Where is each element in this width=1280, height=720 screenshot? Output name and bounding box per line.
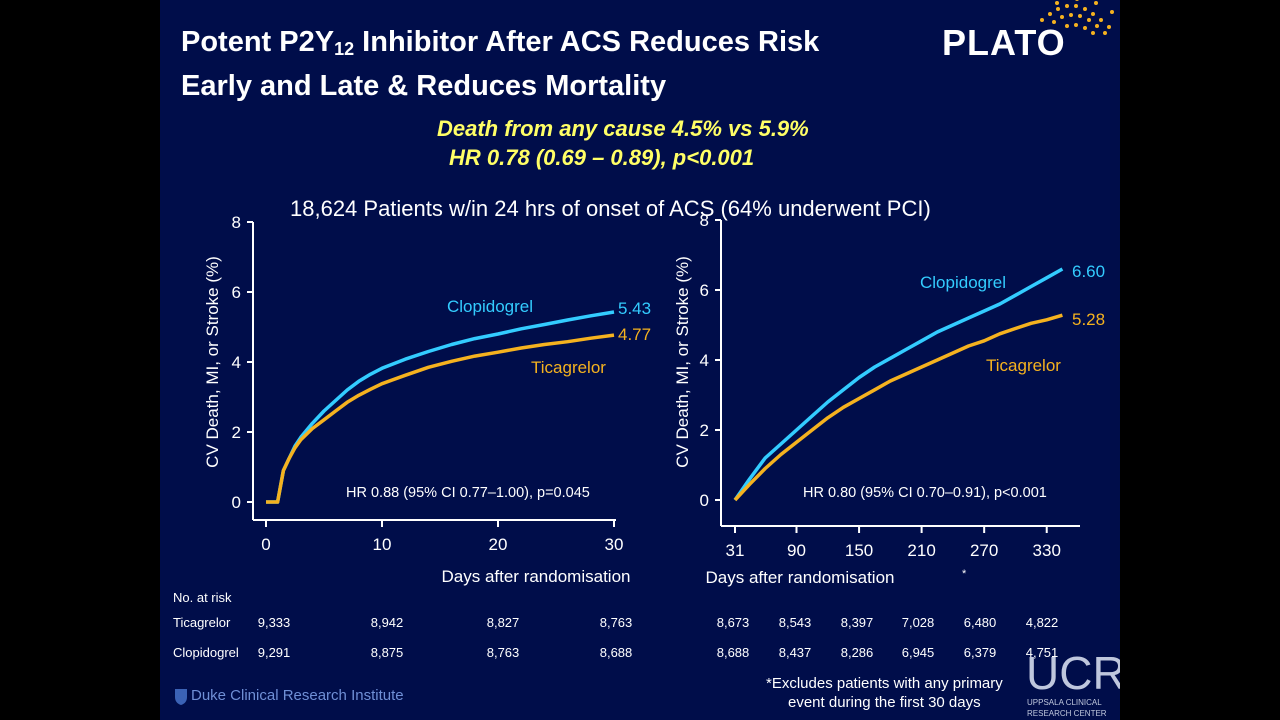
- risk-cell: 8,397: [840, 615, 874, 630]
- series-line-clopidogrel: [266, 310, 615, 504]
- title-subscript: 12: [334, 39, 355, 59]
- duke-shield-icon: [175, 689, 187, 705]
- risk-cell: 8,286: [840, 645, 874, 660]
- y-tick-label: 6: [700, 281, 709, 300]
- series-label-clopidogrel: Clopidogrel: [447, 297, 533, 316]
- mortality-hr: HR 0.78 (0.69 – 0.89), p<0.001: [449, 145, 755, 170]
- x-axis-label: Days after randomisation: [442, 567, 631, 586]
- x-tick-label: 31: [726, 541, 745, 560]
- risk-cell: 8,673: [716, 615, 750, 630]
- risk-cell: 4,822: [1025, 615, 1059, 630]
- end-value-label-ticagrelor: 4.77: [618, 325, 651, 344]
- y-tick-label: 4: [232, 353, 241, 372]
- chart-day-31-to-360: 0 2 4 6 8 31 90 150 210 270 330 Clopidogrel 6.60 Tica…: [673, 211, 1105, 587]
- y-tick-label: 8: [232, 213, 241, 232]
- risk-cell: 8,875: [370, 645, 404, 660]
- x-tick-label: 10: [373, 535, 392, 554]
- risk-cell: 8,688: [716, 645, 750, 660]
- chart-first-30-days: 0 2 4 6 8 0 10 20 30 Clopidogrel 5.43 Ticagrelor 4.7…: [203, 213, 651, 586]
- risk-cell: 8,942: [370, 615, 404, 630]
- risk-cell: 8,763: [599, 615, 633, 630]
- series-line-clopidogrel: [733, 267, 1064, 501]
- title-text-post: Inhibitor After ACS Reduces Risk: [354, 26, 820, 58]
- y-axis-label: CV Death, MI, or Stroke (%): [203, 256, 222, 468]
- end-value-label-clopidogrel: 6.60: [1072, 262, 1105, 281]
- end-value-label-clopidogrel: 5.43: [618, 299, 651, 318]
- y-tick-label: 2: [232, 423, 241, 442]
- x-tick-label: 0: [261, 535, 270, 554]
- y-tick-label: 0: [700, 491, 709, 510]
- risk-cell: 6,945: [901, 645, 935, 660]
- hazard-ratio-annotation: HR 0.80 (95% CI 0.70–0.91), p<0.001: [803, 485, 1047, 501]
- risk-row-label: Clopidogrel: [173, 645, 239, 660]
- risk-table-heading: No. at risk: [173, 590, 232, 605]
- y-tick-label: 2: [700, 421, 709, 440]
- footnote-line-2: event during the first 30 days: [788, 694, 981, 711]
- risk-cell: 6,379: [963, 645, 997, 660]
- title-line-2: Early and Late & Reduces Mortality: [181, 70, 667, 102]
- risk-cell: 4,751: [1025, 645, 1059, 660]
- ucr-sub-2: RESEARCH CENTER: [1027, 709, 1107, 718]
- risk-cell: 9,291: [257, 645, 291, 660]
- x-tick-label: 210: [907, 541, 935, 560]
- x-axis-label-footnote-mark: *: [962, 568, 967, 580]
- x-tick-label: 90: [787, 541, 806, 560]
- slide: Potent P2Y12 Inhibitor After ACS Reduces…: [160, 0, 1120, 720]
- risk-cell: 6,480: [963, 615, 997, 630]
- series-label-clopidogrel: Clopidogrel: [920, 273, 1006, 292]
- ucr-logo: UCR: [1026, 647, 1120, 699]
- risk-cell: 9,333: [257, 615, 291, 630]
- y-tick-label: 4: [700, 351, 709, 370]
- x-tick-label: 270: [970, 541, 998, 560]
- end-value-label-ticagrelor: 5.28: [1072, 310, 1105, 329]
- plato-logo: PLATO: [942, 22, 1066, 63]
- mortality-headline: Death from any cause 4.5% vs 5.9%: [437, 116, 809, 141]
- series-label-ticagrelor: Ticagrelor: [986, 356, 1061, 375]
- risk-cell: 8,763: [486, 645, 520, 660]
- footnote-line-1: *Excludes patients with any primary: [766, 675, 1003, 692]
- title-text-pre: Potent P2Y: [181, 26, 335, 58]
- hazard-ratio-annotation: HR 0.88 (95% CI 0.77–1.00), p=0.045: [346, 485, 590, 501]
- y-tick-label: 0: [232, 493, 241, 512]
- x-tick-label: 30: [605, 535, 624, 554]
- risk-cell: 8,688: [599, 645, 633, 660]
- y-tick-label: 8: [700, 211, 709, 230]
- y-axis-label: CV Death, MI, or Stroke (%): [673, 256, 692, 468]
- x-tick-label: 20: [489, 535, 508, 554]
- ucr-sub-1: UPPSALA CLINICAL: [1027, 698, 1102, 707]
- x-axis-label: Days after randomisation: [706, 568, 895, 587]
- series-line-ticagrelor: [733, 313, 1063, 502]
- risk-row-label: Ticagrelor: [173, 615, 231, 630]
- risk-cell: 7,028: [901, 615, 935, 630]
- slide-title: Potent P2Y12 Inhibitor After ACS Reduces…: [181, 24, 819, 105]
- risk-cell: 8,543: [778, 615, 812, 630]
- risk-cell: 8,827: [486, 615, 520, 630]
- risk-cell: 8,437: [778, 645, 812, 660]
- population-text: 18,624 Patients w/in 24 hrs of onset of …: [290, 196, 931, 221]
- duke-logo-text: Duke Clinical Research Institute: [191, 687, 404, 704]
- plato-dots-icon: [1040, 0, 1114, 35]
- x-tick-label: 150: [845, 541, 873, 560]
- series-line-ticagrelor: [266, 333, 615, 504]
- series-label-ticagrelor: Ticagrelor: [531, 358, 606, 377]
- y-tick-label: 6: [232, 283, 241, 302]
- x-tick-label: 330: [1033, 541, 1061, 560]
